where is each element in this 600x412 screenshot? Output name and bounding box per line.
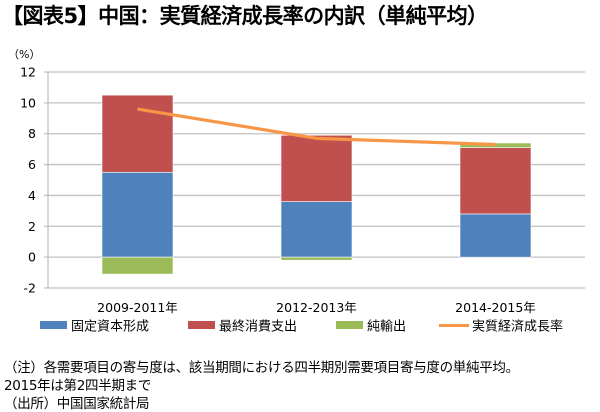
x-tick-label: 2009-2011年 xyxy=(97,300,178,315)
y-tick-label: 10 xyxy=(20,95,36,110)
legend-label: 固定資本形成 xyxy=(71,320,149,335)
bar-segment xyxy=(281,257,352,260)
bar-segment xyxy=(460,214,531,257)
y-tick-label: 8 xyxy=(28,126,36,141)
bar-segment xyxy=(281,202,352,258)
bar-segment xyxy=(460,148,531,214)
bar-segment xyxy=(281,135,352,201)
x-tick-label: 2012-2013年 xyxy=(276,300,357,315)
bar-segment xyxy=(102,95,173,172)
legend-item: 最終消費支出 xyxy=(188,319,297,335)
y-tick-label: 0 xyxy=(28,250,36,265)
growth-line-path xyxy=(138,109,496,144)
legend-swatch xyxy=(40,321,67,329)
note-line-2: 2015年は第2四半期まで xyxy=(4,374,151,394)
y-tick-label: 4 xyxy=(28,188,36,203)
bar-segment xyxy=(102,257,173,274)
legend-swatch xyxy=(336,321,363,329)
bars xyxy=(102,95,531,274)
legend-swatch xyxy=(188,321,215,329)
legend-item: 固定資本形成 xyxy=(40,320,149,335)
x-tick-label: 2014-2015年 xyxy=(455,300,536,315)
legend-label: 最終消費支出 xyxy=(219,319,297,335)
note-line-3: （出所）中国国家統計局 xyxy=(4,392,149,412)
note-line-1: （注）各需要項目の寄与度は、該当期間における四半期別需要項目寄与度の単純平均。 xyxy=(4,356,519,376)
bar-segment xyxy=(102,172,173,257)
y-tick-label: 12 xyxy=(20,65,36,80)
stacked-bar-chart: -2 0 2 4 6 8 10 12 （%） 2009-2011年 2012-2013年 2014… xyxy=(0,0,600,340)
legend-label: 実質経済成長率 xyxy=(472,319,563,335)
growth-line xyxy=(137,109,495,145)
y-tick-labels: -2 0 2 4 6 8 10 12 xyxy=(20,65,36,296)
y-tick-label: 2 xyxy=(28,219,36,234)
x-tick-labels: 2009-2011年 2012-2013年 2014-2015年 xyxy=(97,300,536,315)
y-axis-unit-label: （%） xyxy=(8,48,40,61)
y-tick-label: 6 xyxy=(28,157,36,172)
legend: 固定資本形成 最終消費支出 純輸出 実質経済成長率 xyxy=(40,319,563,335)
legend-item: 実質経済成長率 xyxy=(439,319,563,335)
y-tick-label: -2 xyxy=(24,281,36,296)
legend-item: 純輸出 xyxy=(336,320,406,335)
legend-label: 純輸出 xyxy=(367,320,406,335)
